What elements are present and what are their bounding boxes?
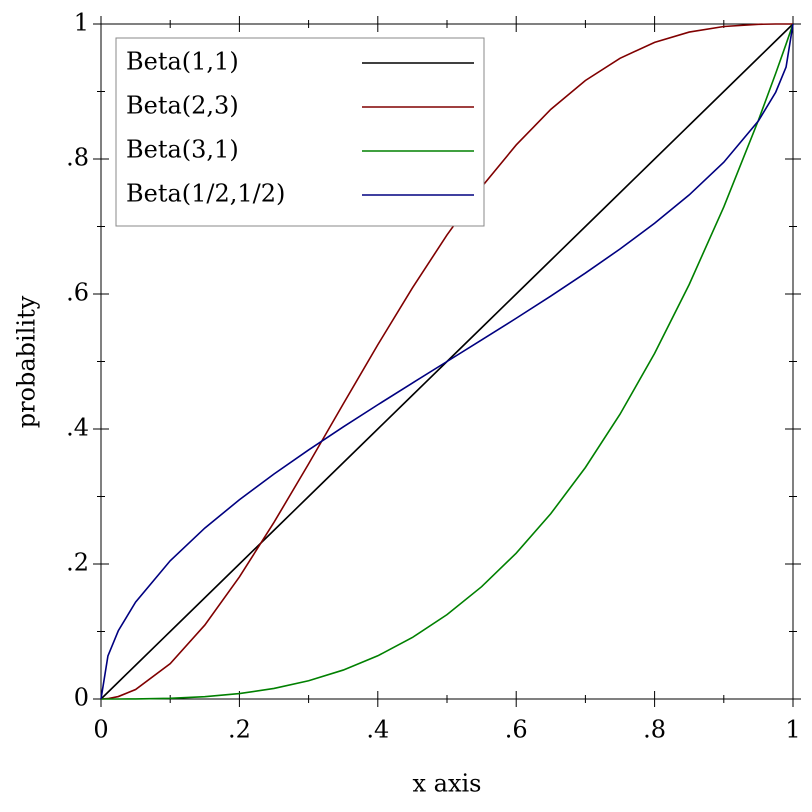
- series-line: [101, 23, 794, 700]
- legend-label: Beta(1/2,1/2): [126, 180, 285, 208]
- y-tick-label: .2: [66, 549, 89, 577]
- legend-label: Beta(1,1): [126, 48, 239, 76]
- x-tick-label: .8: [643, 716, 666, 744]
- legend-label: Beta(2,3): [126, 92, 239, 120]
- y-tick-label: 0: [74, 684, 89, 712]
- x-tick-label: .6: [505, 716, 528, 744]
- x-tick-label: .4: [366, 716, 389, 744]
- y-tick-label: .4: [66, 414, 89, 442]
- y-tick-label: 1: [74, 9, 89, 37]
- series-line: [100, 23, 794, 700]
- x-tick-label: 1: [785, 716, 800, 744]
- y-tick-label: .8: [66, 144, 89, 172]
- x-tick-label: .2: [228, 716, 251, 744]
- x-tick-label: 0: [93, 716, 108, 744]
- x-axis-label: x axis: [413, 770, 482, 798]
- y-tick-label: .6: [66, 279, 89, 307]
- legend-label: Beta(3,1): [126, 136, 239, 164]
- y-axis-label: probability: [13, 295, 41, 428]
- series-line: [100, 23, 793, 700]
